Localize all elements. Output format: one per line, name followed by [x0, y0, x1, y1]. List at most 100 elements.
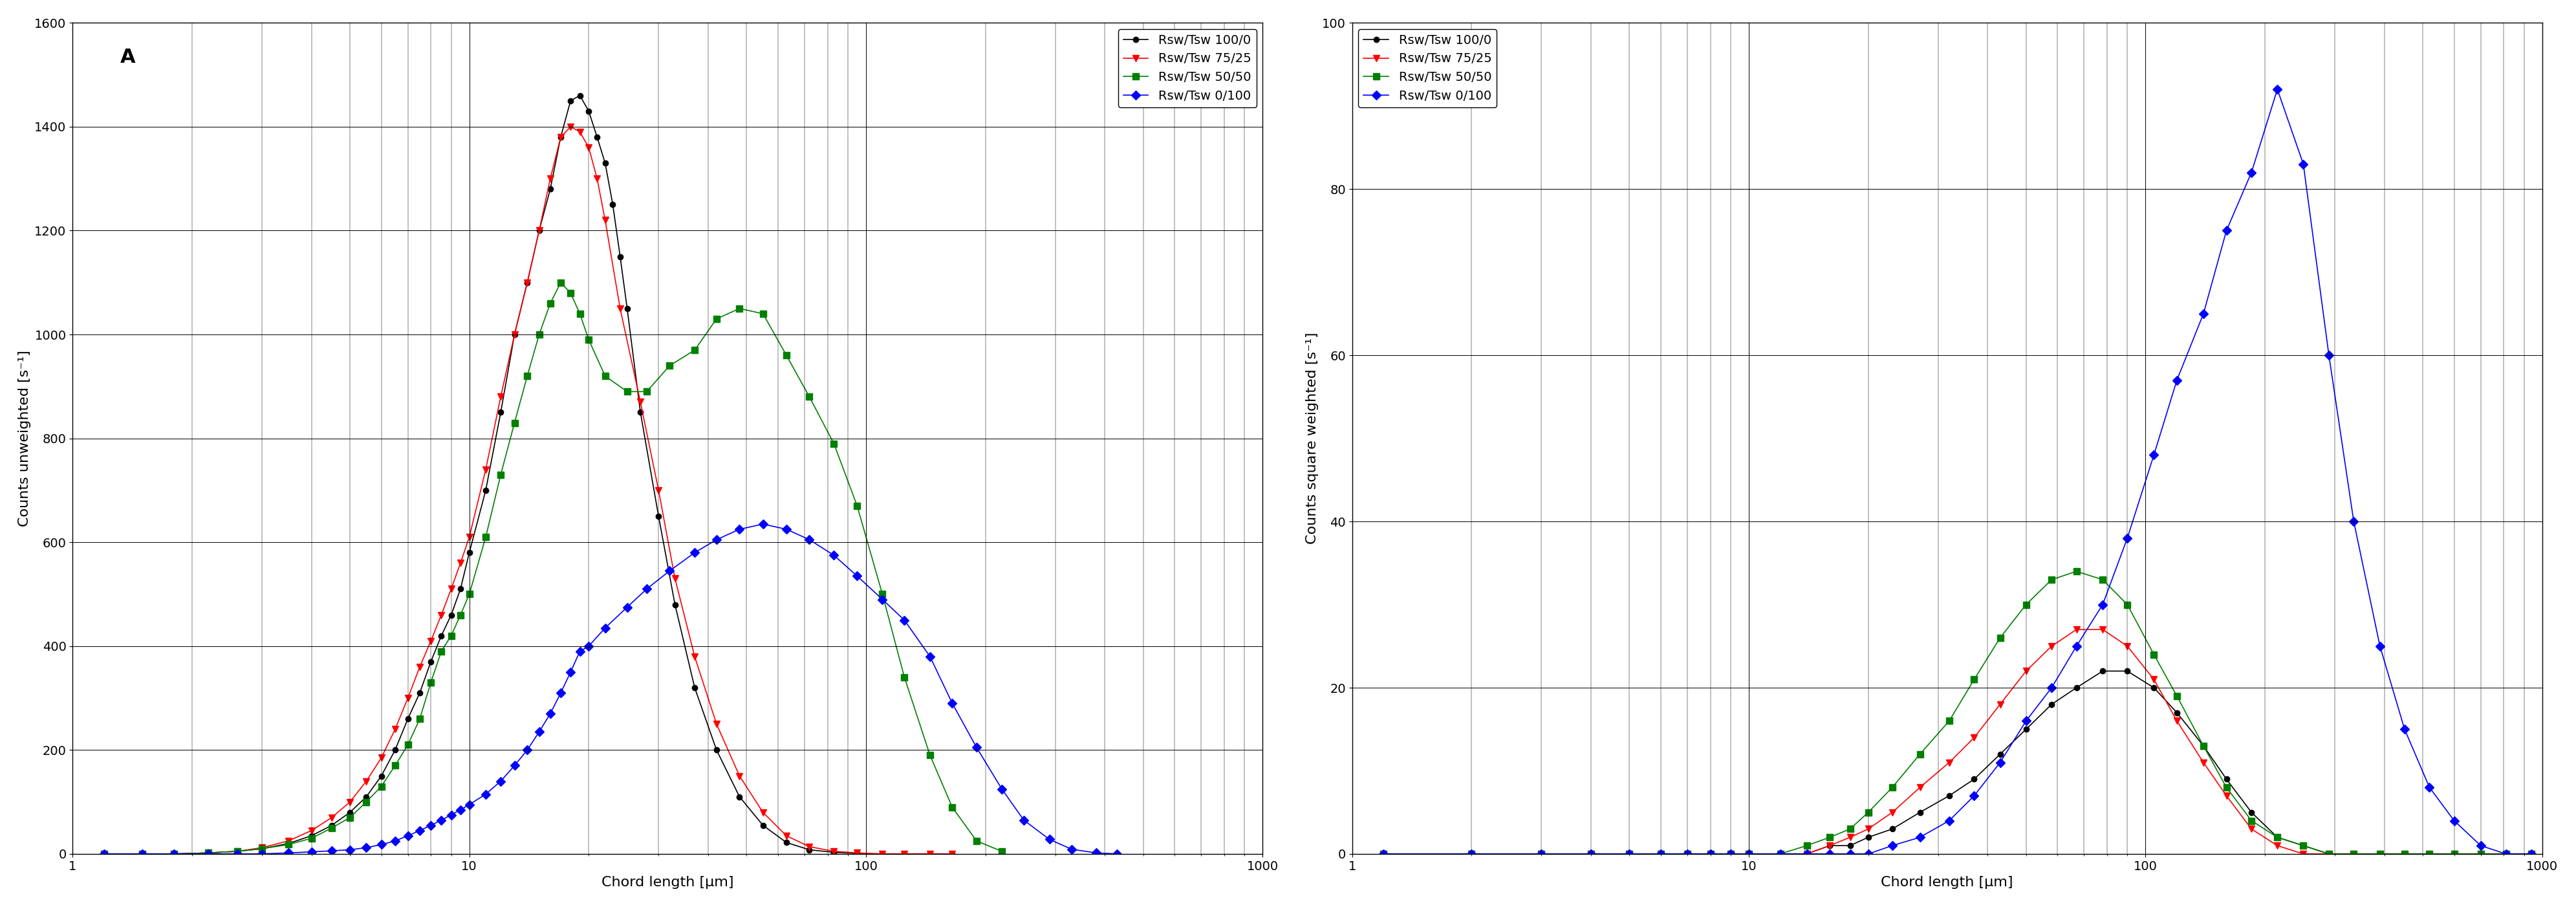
- Rsw/Tsw 100/0: [296, 830, 327, 841]
- Rsw/Tsw 75/25: [1765, 848, 1795, 859]
- Rsw/Tsw 75/25: [2210, 790, 2241, 801]
- Rsw/Tsw 50/50: [680, 345, 711, 356]
- Rsw/Tsw 50/50: [222, 846, 252, 857]
- Rsw/Tsw 75/25: [747, 807, 778, 818]
- Rsw/Tsw 75/25: [523, 225, 554, 236]
- Rsw/Tsw 75/25: [889, 848, 920, 859]
- X-axis label: Chord length [μm]: Chord length [μm]: [1880, 876, 2014, 889]
- Rsw/Tsw 50/50: [446, 610, 477, 620]
- Rsw/Tsw 50/50: [819, 438, 850, 449]
- Rsw/Tsw 50/50: [404, 714, 435, 725]
- Rsw/Tsw 50/50: [2112, 600, 2143, 610]
- Rsw/Tsw 50/50: [1790, 840, 1821, 851]
- Rsw/Tsw 50/50: [2517, 848, 2548, 859]
- Rsw/Tsw 50/50: [536, 297, 567, 308]
- Rsw/Tsw 0/100: [1814, 848, 1844, 859]
- Rsw/Tsw 50/50: [1368, 848, 1399, 859]
- Rsw/Tsw 0/100: [2339, 516, 2370, 527]
- Rsw/Tsw 0/100: [1765, 848, 1795, 859]
- Rsw/Tsw 100/0: [554, 95, 585, 106]
- Rsw/Tsw 0/100: [1646, 848, 1677, 859]
- Rsw/Tsw 75/25: [793, 841, 824, 852]
- Rsw/Tsw 0/100: [1716, 848, 1747, 859]
- Rsw/Tsw 75/25: [435, 583, 466, 594]
- Rsw/Tsw 100/0: [2035, 699, 2066, 710]
- Rsw/Tsw 100/0: [1525, 848, 1556, 859]
- Rsw/Tsw 50/50: [1734, 848, 1765, 859]
- Rsw/Tsw 100/0: [611, 303, 641, 314]
- Rsw/Tsw 75/25: [335, 796, 366, 807]
- Rsw/Tsw 100/0: [2138, 682, 2169, 693]
- Rsw/Tsw 50/50: [631, 386, 662, 397]
- Rsw/Tsw 100/0: [88, 848, 118, 859]
- Rsw/Tsw 100/0: [2491, 848, 2522, 859]
- Rsw/Tsw 100/0: [2112, 666, 2143, 677]
- Rsw/Tsw 50/50: [1615, 848, 1646, 859]
- Rsw/Tsw 75/25: [2313, 848, 2344, 859]
- Rsw/Tsw 0/100: [1368, 848, 1399, 859]
- Rsw/Tsw 75/25: [1814, 840, 1844, 851]
- Rsw/Tsw 75/25: [1790, 848, 1821, 859]
- Rsw/Tsw 100/0: [644, 511, 675, 522]
- Rsw/Tsw 100/0: [247, 844, 278, 854]
- Rsw/Tsw 100/0: [2313, 848, 2344, 859]
- Rsw/Tsw 50/50: [961, 835, 992, 846]
- Rsw/Tsw 75/25: [1852, 824, 1883, 834]
- Rsw/Tsw 75/25: [500, 329, 531, 340]
- Rsw/Tsw 0/100: [611, 601, 641, 612]
- Rsw/Tsw 50/50: [2236, 815, 2267, 826]
- Rsw/Tsw 50/50: [2262, 832, 2293, 843]
- Rsw/Tsw 75/25: [590, 215, 621, 226]
- Rsw/Tsw 50/50: [1834, 824, 1865, 834]
- Rsw/Tsw 75/25: [546, 132, 577, 142]
- Rsw/Tsw 50/50: [987, 846, 1018, 857]
- Rsw/Tsw 75/25: [273, 835, 304, 846]
- Rsw/Tsw 50/50: [1455, 848, 1486, 859]
- Rsw/Tsw 100/0: [819, 847, 850, 858]
- Rsw/Tsw 75/25: [1368, 848, 1399, 859]
- Rsw/Tsw 100/0: [680, 682, 711, 693]
- Rsw/Tsw 100/0: [1984, 749, 2014, 760]
- Rsw/Tsw 100/0: [222, 846, 252, 857]
- Line: Rsw/Tsw 50/50: Rsw/Tsw 50/50: [100, 279, 1005, 857]
- Rsw/Tsw 75/25: [659, 573, 690, 584]
- Rsw/Tsw 100/0: [546, 132, 577, 142]
- Rsw/Tsw 0/100: [2313, 350, 2344, 361]
- Rsw/Tsw 100/0: [2061, 682, 2092, 693]
- Rsw/Tsw 75/25: [425, 610, 456, 620]
- Rsw/Tsw 75/25: [1734, 848, 1765, 859]
- Rsw/Tsw 75/25: [626, 396, 657, 407]
- Rsw/Tsw 0/100: [2112, 532, 2143, 543]
- Rsw/Tsw 100/0: [366, 771, 397, 782]
- Rsw/Tsw 100/0: [193, 847, 224, 858]
- Rsw/Tsw 100/0: [2012, 724, 2043, 735]
- Rsw/Tsw 100/0: [1368, 848, 1399, 859]
- Rsw/Tsw 50/50: [193, 847, 224, 858]
- Rsw/Tsw 75/25: [160, 848, 191, 859]
- Rsw/Tsw 50/50: [335, 812, 366, 823]
- Rsw/Tsw 0/100: [2138, 450, 2169, 461]
- Rsw/Tsw 50/50: [1577, 848, 1607, 859]
- Rsw/Tsw 100/0: [1734, 848, 1765, 859]
- Rsw/Tsw 75/25: [701, 718, 732, 729]
- Rsw/Tsw 0/100: [654, 565, 685, 576]
- Rsw/Tsw 100/0: [1765, 848, 1795, 859]
- Text: B: B: [1399, 48, 1414, 66]
- Rsw/Tsw 75/25: [379, 724, 410, 735]
- Rsw/Tsw 100/0: [2087, 666, 2117, 677]
- Rsw/Tsw 0/100: [842, 571, 873, 581]
- Rsw/Tsw 100/0: [1814, 840, 1844, 851]
- Rsw/Tsw 50/50: [2388, 848, 2419, 859]
- Rsw/Tsw 100/0: [2439, 848, 2470, 859]
- Rsw/Tsw 100/0: [273, 838, 304, 849]
- Rsw/Tsw 50/50: [2187, 740, 2218, 751]
- Rsw/Tsw 75/25: [392, 693, 422, 704]
- Rsw/Tsw 0/100: [88, 848, 118, 859]
- Rsw/Tsw 75/25: [914, 848, 945, 859]
- Rsw/Tsw 100/0: [425, 630, 456, 641]
- Rsw/Tsw 50/50: [2138, 649, 2169, 660]
- Rsw/Tsw 75/25: [1984, 699, 2014, 710]
- Line: Rsw/Tsw 0/100: Rsw/Tsw 0/100: [100, 521, 1121, 857]
- Rsw/Tsw 75/25: [1878, 807, 1909, 818]
- Rsw/Tsw 0/100: [2035, 682, 2066, 693]
